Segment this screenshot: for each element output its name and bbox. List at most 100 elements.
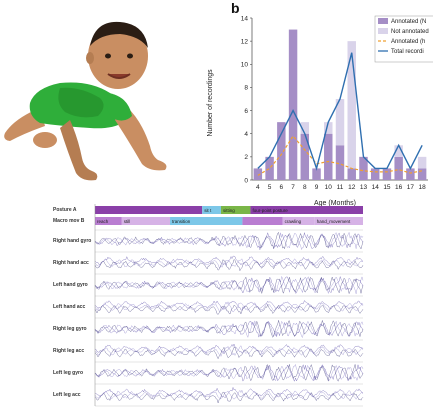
macro-row-label: Macro mov B	[53, 218, 85, 224]
signal-trace	[94, 259, 364, 272]
chart-legend: Annotated (N Not annotated Annotated (h Tot…	[374, 15, 433, 63]
macro-segment-label: transition	[172, 219, 191, 224]
x-tick-label: 4	[256, 184, 260, 191]
macro-segment-label: four-point posture	[252, 208, 288, 213]
line-annotated-hours	[257, 135, 423, 176]
legend-label: Annotated (N	[391, 19, 426, 25]
macro-segment-label: crawling	[285, 219, 302, 224]
signal-row-label: Left leg gyro	[53, 370, 84, 376]
chart-lines	[257, 52, 423, 176]
sensor-signal-panel: sit t sitting four-point posture reach still…	[53, 198, 365, 408]
signal-trace	[94, 300, 364, 311]
legend-label: Total recordi	[391, 49, 424, 55]
chart-bars	[253, 29, 427, 181]
legend-label: Not annotated	[391, 29, 429, 35]
legend-label: Annotated (h	[391, 39, 425, 45]
bar-annotated	[265, 156, 274, 180]
signal-trace	[94, 276, 364, 295]
bar-not-annotated	[394, 145, 403, 157]
x-tick-label: 7	[291, 184, 295, 191]
x-tick-label: 16	[395, 184, 403, 191]
y-tick-label: 0	[244, 177, 248, 184]
macro-annotation-bars: sit t sitting four-point posture reach still…	[95, 206, 363, 225]
macro-segment	[121, 217, 171, 225]
signal-trace	[94, 320, 364, 338]
y-tick-label: 6	[244, 108, 248, 115]
signal-trace	[94, 232, 364, 251]
signal-row-label: Left leg acc	[53, 392, 81, 398]
signal-trace	[94, 319, 364, 338]
signal-trace	[94, 275, 364, 294]
bar-not-annotated	[347, 41, 356, 169]
x-tick-label: 15	[383, 184, 391, 191]
y-tick-label: 10	[241, 62, 249, 69]
macro-segment	[282, 217, 315, 225]
legend-swatch	[378, 28, 388, 34]
bar-annotated	[347, 168, 356, 180]
signal-trace	[94, 320, 364, 338]
bar-not-annotated	[300, 122, 310, 134]
macro-segment	[202, 206, 221, 214]
signal-trace	[94, 389, 364, 400]
x-tick-label: 5	[268, 184, 272, 191]
signal-row-label: Left hand gyro	[53, 282, 88, 288]
bar-annotated	[288, 29, 298, 181]
x-tick-label: 9	[315, 184, 319, 191]
signal-traces	[94, 204, 364, 407]
panel-letter-b: b	[231, 0, 240, 16]
bar-not-annotated	[335, 99, 345, 146]
bar-annotated	[312, 168, 321, 180]
y-tick-label: 2	[244, 154, 248, 161]
macro-segment	[242, 217, 283, 225]
macro-segment-label: still	[124, 219, 131, 224]
x-tick-label: 8	[303, 184, 307, 191]
signal-trace	[94, 304, 364, 315]
legend-swatch	[378, 18, 388, 24]
macro-segment	[95, 217, 122, 225]
x-tick-label: 17	[407, 184, 415, 191]
sensor-signal-plot: sit t sitting four-point posture reach still…	[94, 204, 364, 407]
signal-trace	[94, 343, 364, 355]
bar-annotated	[370, 168, 380, 180]
macro-segment-label: hand_movement	[317, 219, 351, 224]
macro-segment	[250, 206, 363, 214]
signal-trace	[94, 363, 364, 382]
signal-trace	[94, 386, 364, 398]
y-tick-label: 14	[241, 15, 249, 22]
x-tick-label: 13	[360, 184, 368, 191]
y-tick-label: 12	[241, 38, 249, 45]
macro-segment	[170, 217, 243, 225]
signal-trace	[94, 391, 364, 404]
bar-annotated	[253, 168, 263, 180]
signal-trace	[94, 345, 364, 357]
x-tick-label: 11	[337, 184, 344, 191]
bar-annotated	[394, 156, 403, 180]
signal-trace	[94, 231, 364, 250]
signal-trace	[94, 364, 364, 382]
line-total-recordings	[257, 52, 423, 171]
macro-segment-label: sitting	[223, 208, 235, 213]
bar-not-annotated	[417, 156, 427, 169]
macro-segment	[220, 206, 251, 214]
signal-trace	[94, 346, 364, 360]
chart-x-axis-label: Age (Months)	[314, 200, 356, 207]
bar-annotated	[277, 122, 286, 180]
bar-annotated	[324, 133, 333, 180]
signal-row-label: Right hand gyro	[53, 238, 92, 244]
signal-trace	[94, 364, 364, 382]
macro-segment	[314, 217, 363, 225]
x-tick-label: 14	[372, 184, 380, 191]
x-tick-label: 12	[348, 184, 356, 191]
signal-row-label: Right leg acc	[53, 348, 85, 354]
macro-segment	[95, 206, 203, 214]
signal-trace	[94, 275, 364, 295]
signal-row-label: Right hand acc	[53, 260, 89, 266]
bar-annotated	[300, 133, 310, 180]
y-tick-label: 4	[244, 131, 248, 138]
bar-annotated	[406, 168, 415, 180]
bar-not-annotated	[324, 122, 333, 134]
macro-row-label: Posture A	[53, 207, 77, 213]
chart-y-axis-label: Number of recordings	[207, 69, 214, 137]
